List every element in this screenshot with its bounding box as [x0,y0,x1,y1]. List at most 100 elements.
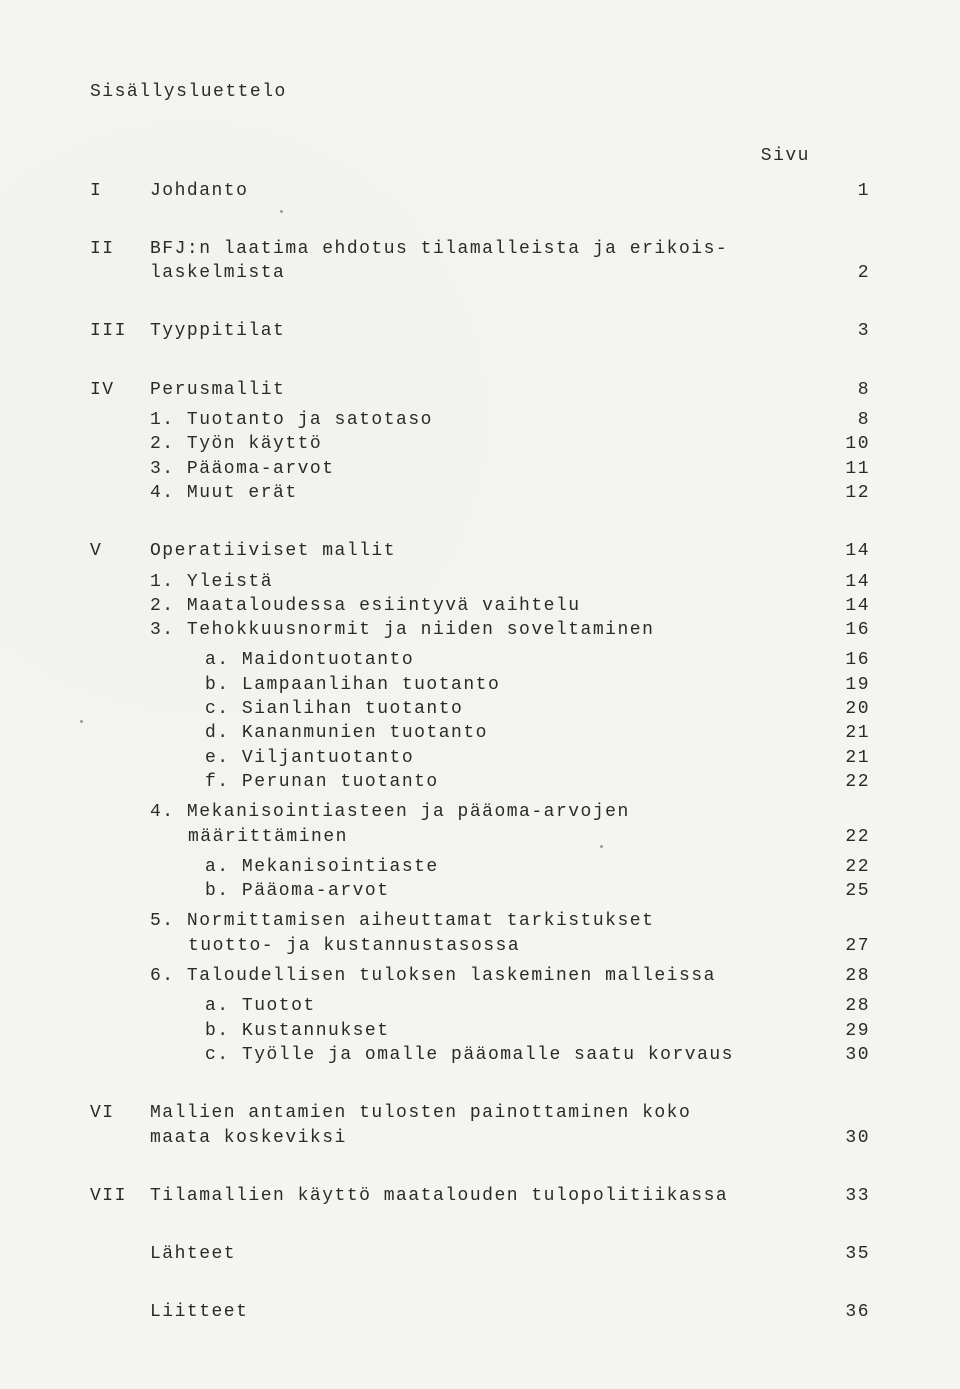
subentry-page: 16 [800,618,870,642]
page-column-header: Sivu [90,144,870,168]
toc-sub-subentry: c. Sianlihan tuotanto 20 [90,697,870,721]
section-page: 1 [800,179,870,203]
subentry-page: 22 [800,825,870,849]
toc-sub-subentry: b. Lampaanlihan tuotanto 19 [90,673,870,697]
subentry-page: 11 [800,457,870,481]
section-title: Tilamallien käyttö maatalouden tulopolit… [150,1184,800,1208]
toc-subentry: 1. Yleistä 14 [90,570,870,594]
toc-entry: VI Mallien antamien tulosten painottamin… [90,1101,870,1150]
subentry-label: 3. Pääoma-arvot [150,457,800,481]
subentry-page: 20 [800,697,870,721]
subentry-label: a. Tuotot [150,994,800,1018]
subentry-label: 2. Maataloudessa esiintyvä vaihtelu [150,594,800,618]
subentry-label: b. Kustannukset [150,1019,800,1043]
subentry-label: b. Pääoma-arvot [150,879,800,903]
subentry-label-line2: määrittäminen [150,827,348,847]
toc-sub-subentry: f. Perunan tuotanto 22 [90,770,870,794]
subentry-page: 10 [800,432,870,456]
scan-speck-icon [80,720,83,723]
toc-entry: I Johdanto 1 [90,179,870,203]
section-page: 35 [800,1242,870,1266]
toc-title: Sisällysluettelo [90,80,870,104]
toc-subentry: 4. Muut erät 12 [90,481,870,505]
subentry-label: 2. Työn käyttö [150,432,800,456]
subentry-page: 30 [800,1043,870,1067]
subentry-label: 1. Tuotanto ja satotaso [150,408,800,432]
subentry-label: e. Viljantuotanto [150,746,800,770]
toc-sub-subentry: a. Tuotot 28 [90,994,870,1018]
subentry-label: 1. Yleistä [150,570,800,594]
subentry-label: 4. Mekanisointiasteen ja pääoma-arvojen … [150,800,800,849]
toc-entry: III Tyyppitilat 3 [90,319,870,343]
section-number: VI [90,1101,150,1125]
section-page: 33 [800,1184,870,1208]
toc-entry: II BFJ:n laatima ehdotus tilamalleista j… [90,237,870,286]
section-page: 36 [800,1300,870,1324]
section-title-line2: maata koskeviksi [150,1128,347,1148]
section-number: I [90,179,150,203]
toc-subentry: 5. Normittamisen aiheuttamat tarkistukse… [90,909,870,958]
subentry-label: a. Maidontuotanto [150,648,800,672]
toc-sub-subentry: b. Kustannukset 29 [90,1019,870,1043]
subentry-page: 16 [800,648,870,672]
section-page: 30 [800,1126,870,1150]
toc-entry: V Operatiiviset mallit 14 [90,539,870,563]
section-number: II [90,237,150,261]
section-title: Lähteet [150,1242,800,1266]
subentry-page: 22 [800,855,870,879]
subentry-label: a. Mekanisointiaste [150,855,800,879]
scan-speck-icon [280,210,283,213]
subentry-label: 4. Muut erät [150,481,800,505]
scan-speck-icon [600,845,603,848]
section-page: 14 [800,539,870,563]
subentry-page: 28 [800,964,870,988]
toc-entry: Liitteet 36 [90,1300,870,1324]
section-title: BFJ:n laatima ehdotus tilamalleista ja e… [150,237,800,286]
subentry-label: 5. Normittamisen aiheuttamat tarkistukse… [150,909,800,958]
section-page: 3 [800,319,870,343]
subentry-label-line2: tuotto- ja kustannustasossa [150,936,520,956]
toc-subentry: 3. Pääoma-arvot 11 [90,457,870,481]
subentry-page: 8 [800,408,870,432]
section-title-line1: BFJ:n laatima ehdotus tilamalleista ja e… [150,239,728,259]
section-title-line1: Mallien antamien tulosten painottaminen … [150,1103,691,1123]
subentry-label-line1: 4. Mekanisointiasteen ja pääoma-arvojen [150,802,630,822]
toc-entry: Lähteet 35 [90,1242,870,1266]
toc-subentry: 2. Maataloudessa esiintyvä vaihtelu 14 [90,594,870,618]
section-title: Perusmallit [150,378,800,402]
section-number: III [90,319,150,343]
subentry-label: 6. Taloudellisen tuloksen laskeminen mal… [150,964,800,988]
toc-sub-subentry: a. Maidontuotanto 16 [90,648,870,672]
toc-sub-subentry: d. Kananmunien tuotanto 21 [90,721,870,745]
toc-entry: IV Perusmallit 8 [90,378,870,402]
subentry-page: 29 [800,1019,870,1043]
toc-subentry: 3. Tehokkuusnormit ja niiden soveltamine… [90,618,870,642]
section-title: Mallien antamien tulosten painottaminen … [150,1101,800,1150]
subentry-label-line1: 5. Normittamisen aiheuttamat tarkistukse… [150,911,654,931]
section-number: IV [90,378,150,402]
section-number: V [90,539,150,563]
toc-sub-subentry: c. Työlle ja omalle pääomalle saatu korv… [90,1043,870,1067]
subentry-label: d. Kananmunien tuotanto [150,721,800,745]
section-number: VII [90,1184,150,1208]
toc-sub-subentry: a. Mekanisointiaste 22 [90,855,870,879]
section-title-line2: laskelmista [150,263,285,283]
subentry-page: 28 [800,994,870,1018]
subentry-label: b. Lampaanlihan tuotanto [150,673,800,697]
section-title: Tyyppitilat [150,319,800,343]
toc-subentry: 1. Tuotanto ja satotaso 8 [90,408,870,432]
subentry-label: 3. Tehokkuusnormit ja niiden soveltamine… [150,618,800,642]
subentry-label: c. Sianlihan tuotanto [150,697,800,721]
toc-subentry: 4. Mekanisointiasteen ja pääoma-arvojen … [90,800,870,849]
toc-sub-subentry: e. Viljantuotanto 21 [90,746,870,770]
subentry-label: c. Työlle ja omalle pääomalle saatu korv… [150,1043,800,1067]
subentry-page: 25 [800,879,870,903]
section-page: 8 [800,378,870,402]
subentry-label: f. Perunan tuotanto [150,770,800,794]
subentry-page: 22 [800,770,870,794]
subentry-page: 21 [800,746,870,770]
section-title: Operatiiviset mallit [150,539,800,563]
subentry-page: 12 [800,481,870,505]
subentry-page: 14 [800,594,870,618]
toc-sub-subentry: b. Pääoma-arvot 25 [90,879,870,903]
